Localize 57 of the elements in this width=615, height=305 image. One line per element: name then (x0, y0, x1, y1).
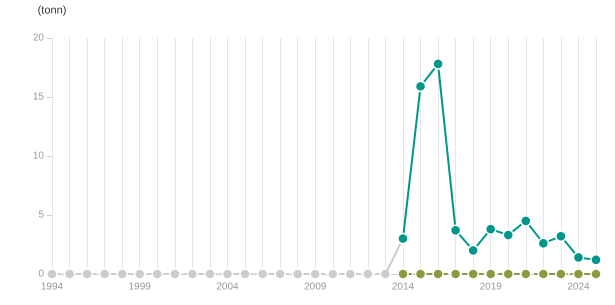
point (555, 268, 567, 280)
point (362, 268, 374, 280)
point (169, 268, 181, 280)
point (152, 268, 164, 280)
point (380, 268, 392, 280)
point (116, 268, 128, 280)
point (414, 268, 426, 280)
point (397, 268, 409, 280)
x-tick-label: 1999 (128, 282, 152, 292)
point (397, 232, 409, 244)
point (450, 224, 462, 236)
point (292, 268, 304, 280)
point (204, 268, 216, 280)
y-tick-label: 0 (38, 268, 44, 280)
point (98, 268, 110, 280)
y-tick-label: 5 (38, 210, 44, 220)
point (520, 268, 532, 280)
point (432, 58, 444, 70)
point (590, 254, 602, 266)
point (256, 268, 268, 280)
point (46, 268, 58, 280)
point (502, 229, 514, 241)
point (450, 268, 462, 280)
point (309, 268, 321, 280)
point (222, 268, 234, 280)
point (467, 244, 479, 256)
x-tick-label: 2019 (480, 282, 502, 292)
y-tick-label: 15 (32, 92, 44, 102)
point (467, 268, 479, 280)
point (134, 268, 146, 280)
point (484, 268, 496, 280)
point (590, 268, 602, 280)
point (327, 268, 339, 280)
point (414, 80, 426, 92)
point (344, 268, 356, 280)
point (484, 223, 496, 235)
point (81, 268, 93, 280)
y-tick-label: 20 (32, 32, 44, 44)
point (274, 268, 286, 280)
point (64, 268, 76, 280)
point (538, 268, 550, 280)
point (502, 268, 514, 280)
x-tick-label: 2014 (392, 282, 415, 292)
point (186, 268, 198, 280)
point (239, 268, 251, 280)
point (538, 238, 550, 250)
x-tick-label: 2009 (304, 282, 327, 292)
x-tick-label: 1994 (40, 282, 64, 292)
x-tick-label: 2024 (567, 282, 590, 292)
point (572, 252, 584, 264)
y-axis-title: (tonn) (38, 4, 66, 16)
point (572, 268, 584, 280)
x-tick-label: 2004 (216, 282, 240, 292)
point (520, 215, 532, 227)
point (432, 268, 444, 280)
y-tick-label: 10 (32, 150, 44, 162)
point (555, 230, 567, 242)
